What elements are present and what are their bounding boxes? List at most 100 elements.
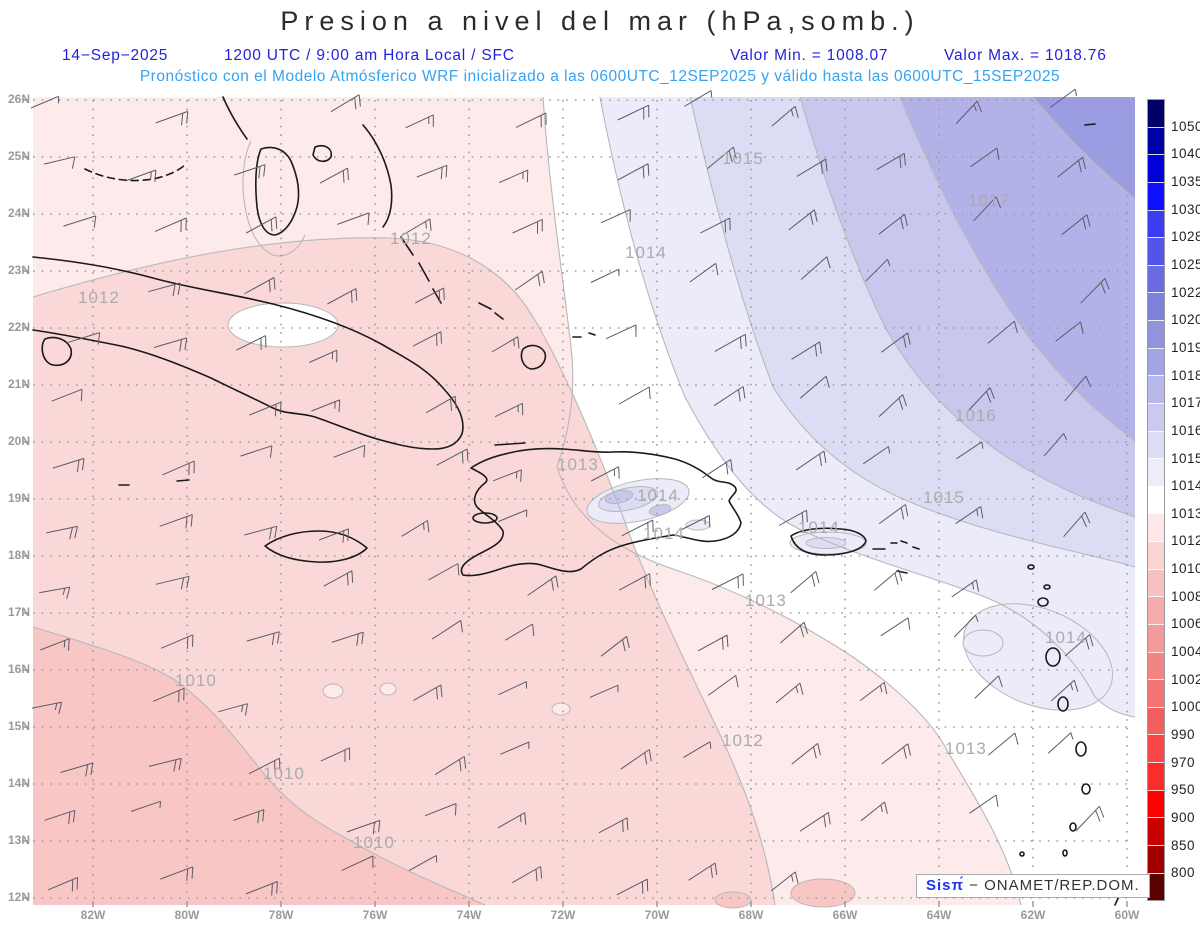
colorbar-label-1010: 1010 xyxy=(1171,561,1200,577)
wind-barb xyxy=(860,801,888,822)
wind-barb xyxy=(412,331,442,347)
pressure-blob xyxy=(962,629,1004,657)
wind-barb xyxy=(66,332,101,345)
wind-barb xyxy=(590,268,620,283)
wind-barb xyxy=(1064,634,1094,657)
pressure-blob xyxy=(790,878,856,908)
lon-label-66W: 66W xyxy=(832,908,858,922)
wind-barb xyxy=(880,617,911,637)
wind-barb xyxy=(796,158,828,177)
colorbar-label-1050: 1050 xyxy=(1171,118,1200,134)
wind-barb xyxy=(512,218,543,234)
forecast-date: 14−Sep−2025 xyxy=(62,47,169,64)
colorbar-label-1013: 1013 xyxy=(1171,505,1200,521)
wind-barb xyxy=(63,215,97,228)
wind-barb xyxy=(967,387,995,412)
colorbar-label-1008: 1008 xyxy=(1171,588,1200,604)
wind-barb xyxy=(1063,511,1091,538)
pressure-blob xyxy=(322,683,344,699)
great-inagua-coast xyxy=(520,344,547,370)
wind-barb xyxy=(865,258,891,282)
wind-barb xyxy=(436,448,469,466)
wind-barb xyxy=(416,164,448,180)
wind-barb xyxy=(428,563,460,581)
wind-barb xyxy=(697,634,729,652)
colorbar-cell xyxy=(1148,402,1164,431)
axis-ticks xyxy=(23,99,1128,907)
colorbar-label-1020: 1020 xyxy=(1171,312,1200,328)
wind-barb xyxy=(799,375,830,399)
wind-barb xyxy=(159,514,193,529)
wind-barb xyxy=(1050,88,1078,108)
wind-barb xyxy=(234,164,266,179)
pressure-blob xyxy=(805,537,847,549)
wind-barb xyxy=(127,169,157,183)
lat-label-20N: 20N xyxy=(8,434,31,448)
wind-barb xyxy=(881,332,911,353)
contour-label-1017: 1017 xyxy=(968,191,1010,210)
wind-barb xyxy=(790,571,820,594)
pressure-blob xyxy=(604,489,634,505)
wind-barb xyxy=(240,445,273,458)
lon-label-82W: 82W xyxy=(80,908,106,922)
wind-barb xyxy=(955,506,984,525)
contour-label-1013: 1013 xyxy=(745,591,787,610)
wind-barb xyxy=(434,756,467,776)
wind-barb xyxy=(494,402,524,418)
wind-barb xyxy=(863,446,891,465)
pressure-blob xyxy=(227,302,339,348)
colorbar-cell xyxy=(1148,596,1164,624)
puerto-rico-coast xyxy=(790,527,867,556)
colorbar-cell xyxy=(1148,375,1164,403)
colorbar-cell xyxy=(1148,872,1164,901)
colorbar-cell xyxy=(1148,264,1164,293)
colorbar-cell xyxy=(1148,100,1164,127)
wind-barb xyxy=(403,218,432,235)
contour-labels: 1015 1017 1012 1014 1012 1016 1013 1015 1014 1014… xyxy=(78,149,1086,852)
lat-label-15N: 15N xyxy=(8,719,31,733)
wind-barb xyxy=(987,320,1018,344)
colorbar-label-1004: 1004 xyxy=(1171,644,1200,660)
wind-barb xyxy=(154,217,187,233)
colorbar-cell xyxy=(1148,789,1164,818)
wind-barb xyxy=(244,525,278,540)
wind-barb xyxy=(341,855,374,871)
sispi-logo: Sisπ́ xyxy=(926,877,964,894)
lat-label-22N: 22N xyxy=(8,320,31,334)
wind-barb xyxy=(987,732,1019,756)
wind-barb xyxy=(245,881,278,896)
wind-barb xyxy=(527,575,559,596)
contour-label-1012: 1012 xyxy=(390,229,432,248)
colorbar-cell xyxy=(1148,458,1164,486)
wind-barb xyxy=(778,509,808,526)
wind-barb xyxy=(970,147,1000,168)
wind-barb xyxy=(683,741,712,759)
wind-barb xyxy=(337,212,370,225)
contour-label-1014: 1014 xyxy=(798,518,840,537)
pressure-map-canvas: 1015 1017 1012 1014 1012 1016 1013 1015 1014 1014… xyxy=(23,88,1136,909)
lon-label-80W: 80W xyxy=(174,908,200,922)
wind-barb xyxy=(771,105,799,127)
isla-juventud-coast xyxy=(41,336,73,367)
lat-label-18N: 18N xyxy=(8,548,31,562)
colorbar-cell xyxy=(1148,154,1164,182)
wind-barb xyxy=(688,862,718,881)
wind-barb xyxy=(973,196,1002,222)
wind-barb xyxy=(788,209,818,231)
lat-label-23N: 23N xyxy=(8,263,31,277)
pressure-band-1008-1010 xyxy=(33,627,485,905)
wind-barb xyxy=(131,800,162,812)
lon-label-60W: 60W xyxy=(1114,908,1140,922)
st-lucia-coast xyxy=(1081,783,1091,795)
colorbar-cell xyxy=(1148,237,1164,265)
contour-label-1016: 1016 xyxy=(955,406,997,425)
wind-barb xyxy=(1043,433,1068,457)
lat-label-17N: 17N xyxy=(8,605,31,619)
colorbar-label-1014: 1014 xyxy=(1171,478,1200,494)
lon-label-64W: 64W xyxy=(926,908,952,922)
wind-barb xyxy=(244,277,276,295)
wind-barb xyxy=(881,743,911,765)
wind-barb xyxy=(44,809,76,824)
lat-label-24N: 24N xyxy=(8,206,31,220)
